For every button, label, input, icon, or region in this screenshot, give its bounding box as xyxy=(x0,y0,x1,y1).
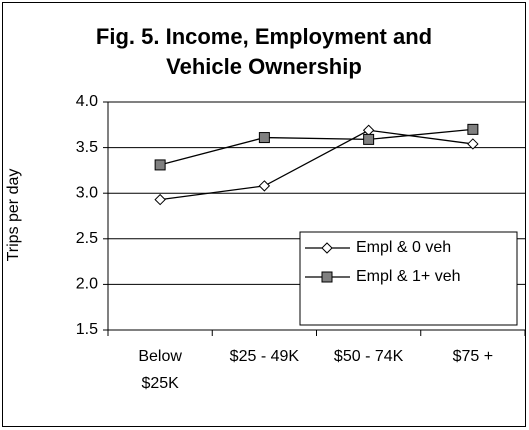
series-line xyxy=(159,128,473,166)
legend-label: Empl & 1+ veh xyxy=(356,268,461,285)
y-tick-label: 1.5 xyxy=(76,321,98,338)
marker xyxy=(363,133,375,145)
series-line xyxy=(160,129,473,201)
legend-label: Empl & 0 veh xyxy=(356,239,451,256)
x-tick-label: Below $25K xyxy=(138,348,182,392)
marker xyxy=(321,242,333,254)
marker xyxy=(467,138,479,150)
y-axis-label: Trips per day xyxy=(5,169,22,262)
chart-title: Fig. 5. Income, Employment and Vehicle O… xyxy=(95,24,433,79)
marker xyxy=(321,271,333,283)
y-tick-label: 3.5 xyxy=(76,139,98,156)
y-tick-label: 2.0 xyxy=(76,276,98,293)
y-tick-label: 4.0 xyxy=(76,93,98,110)
marker xyxy=(258,132,270,144)
y-tick-label: 3.0 xyxy=(76,184,98,201)
marker xyxy=(154,193,166,206)
x-tick-label: $25 - 49K xyxy=(229,348,300,365)
y-tick-label: 2.5 xyxy=(76,230,98,247)
x-tick-label: $75 + xyxy=(452,348,494,365)
x-tick-label: $50 - 74K xyxy=(333,348,404,365)
marker xyxy=(154,159,166,171)
frame xyxy=(2,2,526,427)
marker xyxy=(258,180,271,192)
marker xyxy=(362,124,375,136)
marker xyxy=(467,123,479,135)
